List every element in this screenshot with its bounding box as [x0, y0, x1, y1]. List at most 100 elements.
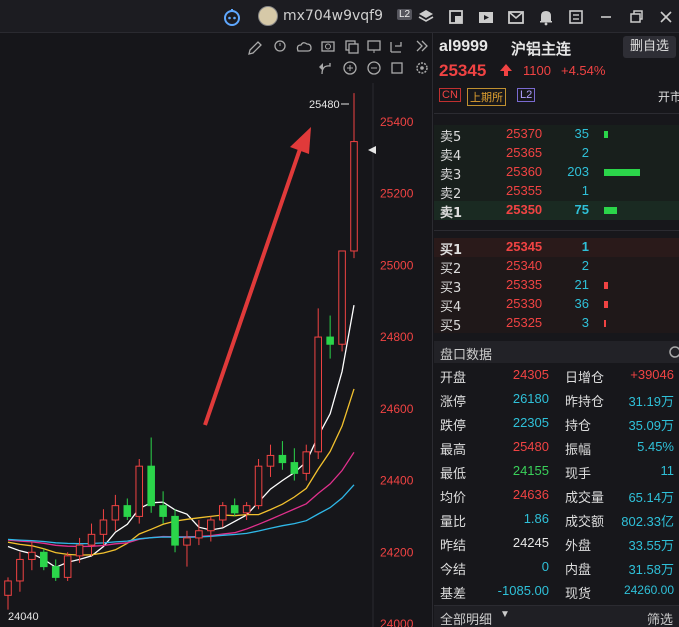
level-price: 25325: [506, 315, 543, 330]
video-icon[interactable]: [476, 7, 496, 27]
market-data-row: 最低 24155 现手 11: [434, 462, 679, 482]
stat-value: 35.09万: [628, 418, 674, 433]
candle-body: [350, 141, 358, 252]
level-volume: 75: [574, 202, 589, 217]
candlestick-chart[interactable]: 25400 25200 25000 24800 24600 24400 24200 24000…: [0, 33, 433, 627]
stat-label: 成交额: [565, 515, 605, 530]
stat-value: -1085.00: [497, 583, 549, 598]
candle-body: [159, 505, 167, 517]
candle-body: [4, 580, 12, 596]
bid-level-row[interactable]: 买3 25335 21: [434, 276, 679, 296]
level-volume: 21: [574, 277, 589, 292]
monitor-icon[interactable]: [367, 40, 381, 53]
up-arrow-icon: [500, 64, 512, 76]
chevron-down-icon[interactable]: ▼: [500, 609, 510, 620]
stat-label: 持仓: [565, 419, 592, 434]
ask-level-row[interactable]: 卖2 25355 1: [434, 182, 679, 202]
ask-level-row[interactable]: 卖3 25360 203: [434, 163, 679, 183]
stat-label: 今结: [440, 563, 467, 578]
candle-body: [16, 558, 24, 582]
price-change-pct: +4.54%: [561, 63, 606, 78]
robot-icon[interactable]: [222, 7, 242, 27]
candle-body: [230, 505, 239, 514]
price-tick-label: 24000: [380, 617, 414, 627]
stat-label: 昨持仓: [565, 395, 605, 410]
filter-button[interactable]: 筛选: [647, 613, 674, 627]
username[interactable]: mx704w9vqf9: [283, 8, 384, 24]
market-data-title: 盘口数据: [440, 348, 493, 363]
low-price-label: 24040: [8, 611, 39, 623]
collapse-icon[interactable]: [416, 40, 428, 52]
cloud-icon[interactable]: [296, 42, 312, 52]
bid-level-row[interactable]: 买2 25340 2: [434, 257, 679, 277]
reset-icon[interactable]: [391, 62, 403, 74]
mail-icon[interactable]: [506, 7, 526, 27]
stat-label: 开盘: [440, 371, 467, 386]
bid-level-row[interactable]: 买1 25345 1: [434, 238, 679, 258]
level-label: 买4: [440, 300, 462, 315]
settings-icon[interactable]: [416, 62, 428, 74]
ask-level-row[interactable]: 卖4 25365 2: [434, 144, 679, 164]
pen-icon[interactable]: [248, 41, 262, 55]
kline-chart-panel[interactable]: 25400 25200 25000 24800 24600 24400 24200 24000…: [0, 33, 433, 627]
stat-label: 外盘: [565, 539, 592, 554]
detail-footer: 全部明细 ▼ 筛选: [434, 605, 679, 627]
close-icon[interactable]: [656, 7, 676, 27]
fullscreen-icon[interactable]: [390, 42, 402, 53]
price-tick-label: 25000: [380, 258, 414, 272]
market-data-row: 今结 0 内盘 31.58万: [434, 558, 679, 578]
level-price: 25335: [506, 277, 543, 292]
market-data-row: 均价 24636 成交量 65.14万: [434, 486, 679, 506]
stat-value: 11: [660, 463, 675, 478]
level-label: 买1: [440, 243, 463, 258]
candle-body: [147, 465, 155, 507]
candle-body: [40, 551, 48, 568]
ma30-line: [7, 484, 355, 545]
market-status: 开市: [658, 90, 679, 104]
tag-cn: CN: [439, 88, 461, 102]
price-change: 1100: [523, 63, 551, 78]
ask-level-row[interactable]: 卖1 25350 75: [434, 201, 679, 221]
layers-icon[interactable]: [416, 7, 436, 27]
alarm-icon[interactable]: [274, 40, 286, 52]
title-bar: mx704w9vqf9 L2: [0, 0, 679, 33]
menu-icon[interactable]: [566, 7, 586, 27]
settings-icon[interactable]: [667, 345, 679, 359]
copy-icon[interactable]: [345, 40, 359, 54]
symbol-code: al9999: [439, 38, 488, 55]
price-tick-label: 24800: [380, 330, 414, 344]
candle-body: [87, 533, 96, 546]
bid-level-row[interactable]: 买4 25330 36: [434, 295, 679, 315]
bid-level-row[interactable]: 买5 25325 3: [434, 314, 679, 334]
price-tick-label: 24400: [380, 474, 414, 488]
stat-label: 量比: [440, 515, 467, 530]
quote-panel: al9999 沪铝主连 删自选 25345 1100 +4.54% CN 上期所…: [434, 33, 679, 627]
level-label: 卖1: [440, 206, 463, 221]
stat-value: 31.19万: [628, 394, 674, 409]
bell-icon[interactable]: [536, 7, 556, 27]
avatar[interactable]: [258, 6, 278, 26]
level-price: 25355: [506, 183, 543, 198]
minimize-icon[interactable]: [596, 7, 616, 27]
all-details-button[interactable]: 全部明细: [440, 613, 493, 627]
level-volume: 203: [567, 164, 589, 179]
grid-icon[interactable]: [446, 7, 466, 27]
level-label: 卖5: [440, 130, 462, 145]
remove-watchlist-button[interactable]: 删自选: [623, 36, 676, 58]
ask-level-row[interactable]: 卖5 25370 35: [434, 125, 679, 145]
camera-icon[interactable]: [321, 41, 335, 52]
stat-label: 现货: [565, 587, 592, 602]
zoom-in-icon[interactable]: [343, 61, 357, 75]
stat-value: 5.45%: [637, 439, 674, 454]
market-data-row: 量比 1.86 成交额 802.33亿: [434, 510, 679, 530]
zoom-out-icon[interactable]: [367, 61, 381, 75]
market-data-row: 昨结 24245 外盘 33.55万: [434, 534, 679, 554]
candle-body: [111, 505, 120, 521]
tag-l2: L2: [517, 88, 536, 102]
market-data-row: 涨停 26180 昨持仓 31.19万: [434, 390, 679, 410]
restore-icon[interactable]: [626, 7, 646, 27]
undo-icon[interactable]: [319, 63, 331, 75]
level-volume: 35: [574, 126, 589, 141]
stat-label: 内盘: [565, 563, 592, 578]
level-volume-bar: [604, 169, 640, 176]
